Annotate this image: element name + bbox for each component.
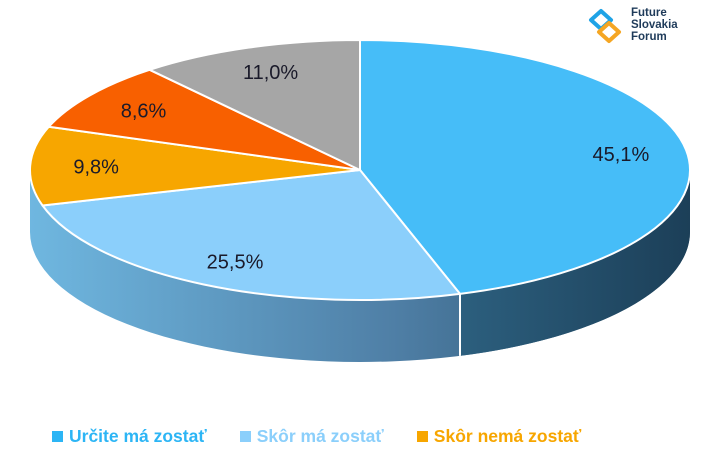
legend-label: Určite má zostať — [69, 425, 207, 446]
future-slovakia-forum-logo-icon — [589, 9, 621, 43]
pie-slice-label-3: 9,8% — [73, 157, 119, 179]
legend-swatch — [239, 430, 251, 442]
pie-side-wall-slice-1 — [460, 170, 690, 356]
legend-item-skor-nema: Skôr nemá zostať — [416, 425, 582, 447]
pie-slice-label-5: 11,0% — [243, 62, 298, 84]
legend-label: Skôr nemá zostať — [433, 425, 582, 446]
legend-swatch — [52, 430, 63, 442]
pie-slice-2 — [41, 169, 462, 301]
legend-swatch — [416, 430, 428, 442]
pie-labels: 45,1% 25,5% 9,8% 8,6% 11,0% — [73, 62, 649, 273]
pie-slice-5 — [148, 39, 361, 171]
future-slovakia-forum-logo: Future Slovakia Forum — [585, 6, 705, 46]
pie-top — [29, 39, 691, 301]
pie-chart-svg: 45,1% 25,5% 9,8% 8,6% 11,0% — [29, 39, 691, 362]
logo-text: Future Slovakia Forum — [631, 7, 678, 43]
pie-slice-4 — [47, 68, 361, 171]
logo-line-3: Forum — [631, 31, 667, 43]
legend-item-skor-ma: Skôr má zostať — [239, 425, 384, 447]
pie-sides — [30, 170, 690, 362]
legend-label: Skôr má zostať — [256, 425, 384, 446]
pie-slice-label-1: 45,1% — [593, 144, 650, 166]
logo-line-2: Slovakia — [631, 19, 678, 31]
pie-slice-3 — [29, 125, 361, 207]
logo-line-1: Future — [631, 7, 667, 19]
pie-slice-label-4: 8,6% — [121, 100, 167, 122]
chart-legend: Určite má zostať Skôr má zostať Skôr nem… — [52, 424, 712, 448]
pie-slice-label-2: 25,5% — [207, 252, 264, 274]
legend-item-urcite: Určite má zostať — [52, 426, 207, 447]
pie-slice-1 — [359, 39, 691, 295]
